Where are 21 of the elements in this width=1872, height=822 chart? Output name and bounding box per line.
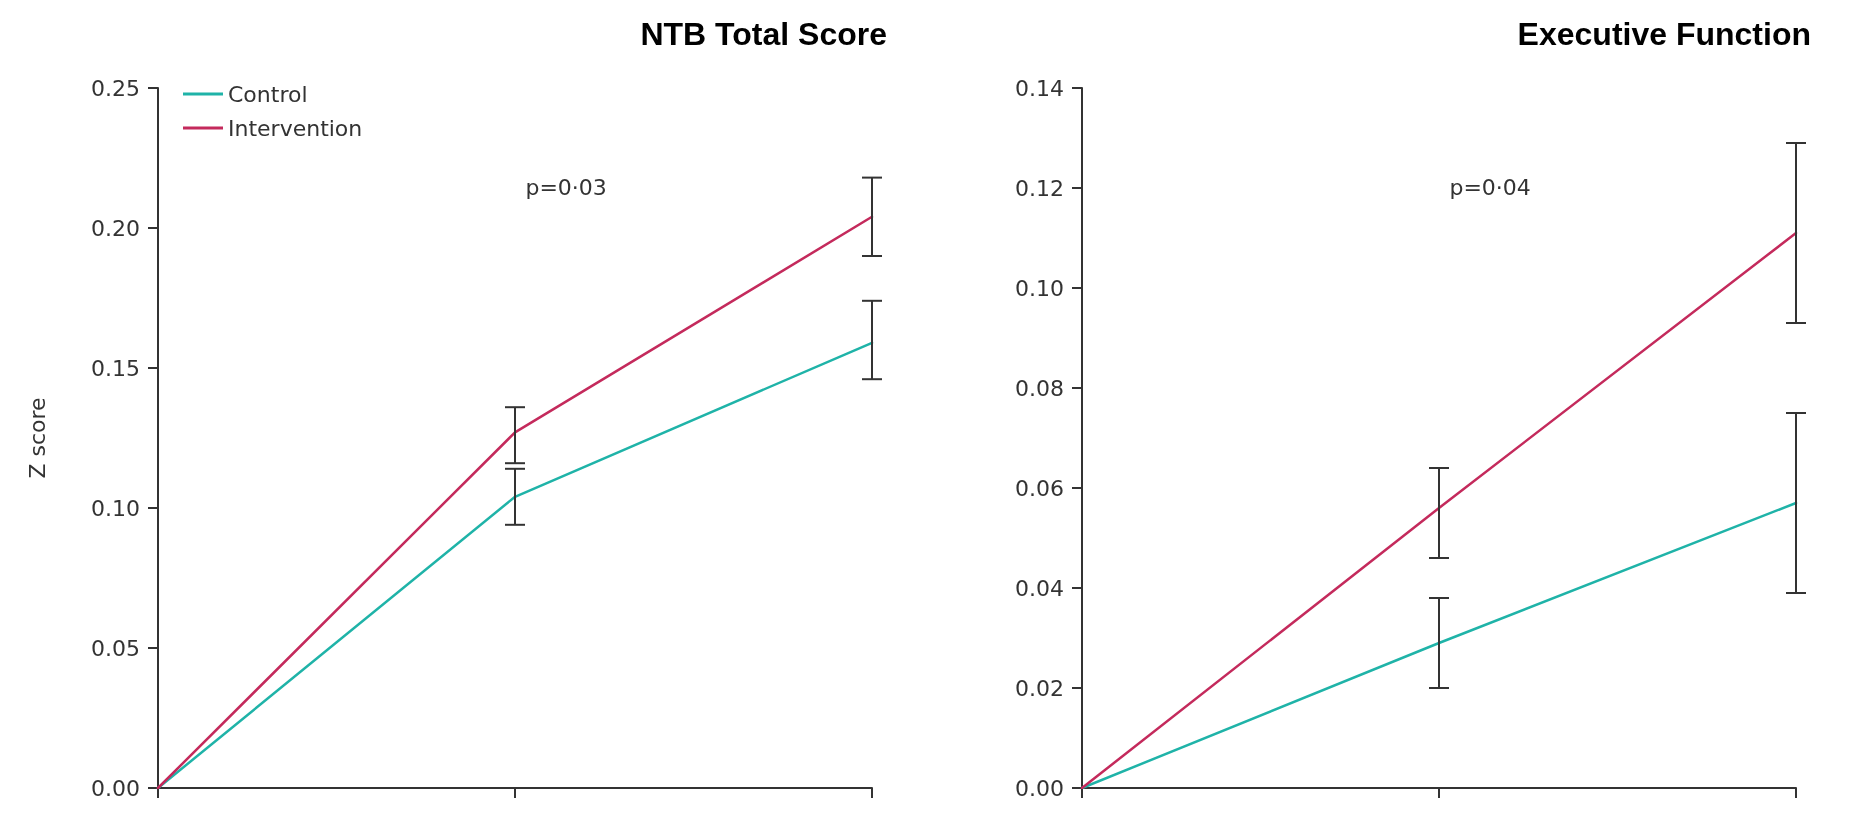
chart-title: NTB Total Score xyxy=(640,16,887,52)
y-tick-label: 0.06 xyxy=(1015,475,1064,501)
legend-label: Control xyxy=(228,81,308,107)
y-tick-label: 0.00 xyxy=(91,775,140,801)
chart-title: Executive Function xyxy=(1517,16,1811,52)
y-tick-label: 0.02 xyxy=(1015,675,1064,701)
y-tick-label: 0.12 xyxy=(1015,175,1064,201)
annotation: p=0·03 xyxy=(525,174,607,200)
y-tick-label: 0.08 xyxy=(1015,375,1064,401)
y-tick-label: 0.25 xyxy=(91,75,140,101)
y-axis-title: Z score xyxy=(24,397,50,479)
annotation: p=0·04 xyxy=(1449,174,1531,200)
legend-label: Intervention xyxy=(228,115,363,141)
y-tick-label: 0.00 xyxy=(1015,775,1064,801)
y-tick-label: 0.15 xyxy=(91,355,140,381)
y-tick-label: 0.14 xyxy=(1015,75,1064,101)
y-tick-label: 0.10 xyxy=(1015,275,1064,301)
y-tick-label: 0.20 xyxy=(91,215,140,241)
y-tick-label: 0.05 xyxy=(91,635,140,661)
y-tick-label: 0.04 xyxy=(1015,575,1064,601)
y-tick-label: 0.10 xyxy=(91,495,140,521)
